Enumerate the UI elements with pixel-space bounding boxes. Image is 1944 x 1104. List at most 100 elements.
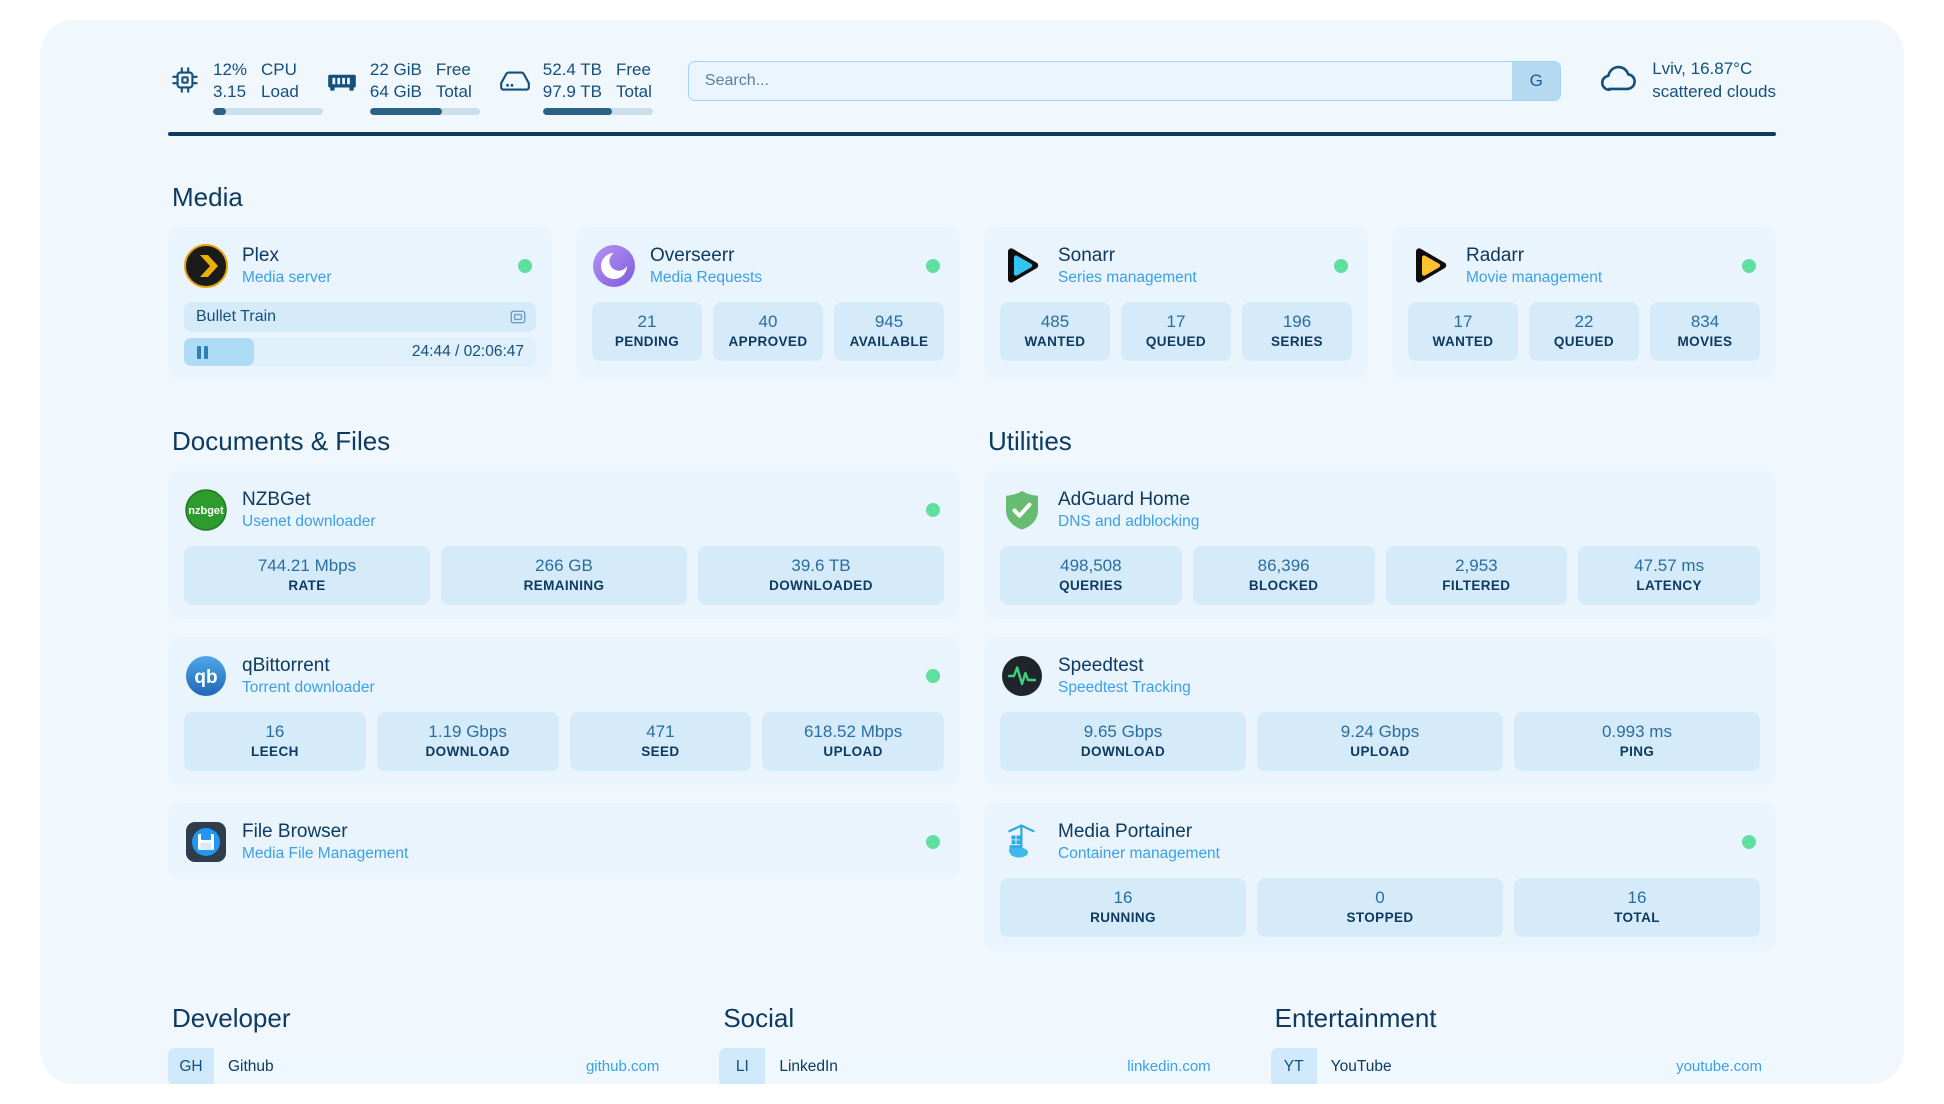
service-card-overseerr[interactable]: Overseerr Media Requests 21 PENDING 40 APPROV…	[576, 227, 960, 380]
service-name: qBittorrent	[242, 654, 330, 676]
service-card-adguard-home[interactable]: AdGuard Home DNS and adblocking 498,508 QUE…	[984, 471, 1776, 619]
stat-tile-value: 0.993 ms	[1602, 721, 1672, 741]
stat-label-bottom: Total	[616, 82, 652, 101]
stat-tile[interactable]: 9.65 Gbps DOWNLOAD	[1000, 711, 1246, 771]
service-card-file-browser[interactable]: File Browser Media File Management	[168, 802, 960, 879]
stat-tile-value: 9.24 Gbps	[1340, 721, 1420, 741]
stat-tile-label: APPROVED	[728, 334, 808, 350]
stat-widget-memory: 22 GiB 64 GiB Free Total	[325, 59, 480, 115]
service-card-media-portainer[interactable]: Media Portainer Container management 16 RUN…	[984, 802, 1776, 951]
service-description: Torrent downloader	[242, 679, 375, 697]
service-name: File Browser	[242, 820, 348, 842]
stat-value-top: 22 GiB	[369, 60, 422, 80]
card-header: AdGuard Home DNS and adblocking	[1000, 487, 1760, 533]
stat-tile-label: FILTERED	[1442, 578, 1511, 594]
stat-tile-value: 21	[637, 312, 657, 331]
stat-value-bottom: 64 GiB	[369, 82, 422, 101]
weather-widget: Lviv, 16.87°C scattered clouds	[1597, 58, 1776, 104]
stat-tile[interactable]: 17 WANTED	[1408, 302, 1518, 361]
service-description: Media server	[242, 269, 332, 287]
search-submit-button[interactable]: G	[1512, 62, 1561, 100]
bookmark-group-entertainment: EntertainmentYTYouTubeyoutube.comNFNetfl…	[1270, 1003, 1776, 1084]
stat-tile[interactable]: 86,396 BLOCKED	[1192, 546, 1375, 605]
stat-tile[interactable]: 39.6 TB DOWNLOADED	[698, 546, 944, 605]
stat-tile[interactable]: 40 APPROVED	[713, 302, 823, 361]
stat-tile[interactable]: 0.993 ms PING	[1514, 711, 1760, 771]
stat-tile-value: 86,396	[1257, 556, 1310, 575]
card-titles: Sonarr Series management	[1058, 244, 1197, 289]
card-titles: Speedtest Speedtest Tracking	[1058, 654, 1191, 699]
bookmark-item[interactable]: LI LinkedIn linkedin.com	[719, 1047, 1225, 1084]
stat-tile-value: 22	[1574, 312, 1594, 331]
stat-tile-value: 0	[1375, 887, 1385, 907]
stat-tile[interactable]: 22 QUEUED	[1529, 302, 1639, 361]
service-name: Speedtest	[1058, 654, 1144, 676]
stat-tile[interactable]: 1.19 Gbps DOWNLOAD	[376, 711, 559, 771]
stat-tile[interactable]: 266 GB REMAINING	[441, 546, 687, 605]
plex-icon	[184, 244, 228, 288]
utilities-column: Utilities AdGuard Home DNS and adblocking…	[984, 380, 1776, 951]
card-header: Plex Media server	[184, 243, 536, 289]
stat-tile[interactable]: 2,953 FILTERED	[1385, 546, 1568, 605]
now-playing-title: Bullet Train	[196, 308, 277, 325]
stat-tile[interactable]: 945 AVAILABLE	[834, 302, 944, 361]
stat-tile[interactable]: 0 STOPPED	[1257, 877, 1503, 937]
service-card-qbittorrent[interactable]: qb qBittorrent Torrent downloader 16 LEECH 1.…	[168, 636, 960, 785]
service-card-radarr[interactable]: Radarr Movie management 17 WANTED 22 QUEUED 83…	[1392, 227, 1776, 380]
service-description: Movie management	[1466, 269, 1603, 287]
stat-tile[interactable]: 471 SEED	[569, 711, 752, 771]
service-card-sonarr[interactable]: Sonarr Series management 485 WANTED 17 QUEUED…	[984, 227, 1368, 380]
stat-tile-value: 196	[1282, 312, 1312, 331]
stat-progress-bar	[542, 107, 653, 115]
stat-tile-value: 1.19 Gbps	[428, 721, 507, 741]
stat-tile-label: SERIES	[1271, 334, 1323, 350]
stat-label-top: CPU	[261, 60, 297, 80]
bookmark-list: LILinkedInlinkedin.comTWTwittertwitter.c…	[719, 1047, 1225, 1084]
stat-tile[interactable]: 485 WANTED	[1000, 302, 1110, 361]
stat-tile[interactable]: 196 SERIES	[1242, 302, 1352, 361]
section-title-utilities: Utilities	[988, 426, 1072, 456]
stat-tile-value: 471	[646, 721, 675, 741]
stat-tile-label: RUNNING	[1090, 910, 1156, 926]
service-card-nzbget[interactable]: nzbget NZBGet Usenet downloader 744.21 Mbps…	[168, 471, 960, 619]
cast-icon[interactable]	[510, 309, 526, 325]
stat-tile-label: AVAILABLE	[849, 334, 929, 350]
status-indicator-online	[926, 668, 940, 683]
stat-tile-label: STOPPED	[1346, 910, 1414, 926]
playback-separator: /	[455, 343, 460, 360]
card-titles: NZBGet Usenet downloader	[242, 488, 376, 533]
stat-text: 52.4 TB 97.9 TB Free Total	[543, 59, 652, 103]
stat-tile[interactable]: 834 MOVIES	[1650, 302, 1760, 361]
stat-widget-disk: 52.4 TB 97.9 TB Free Total	[498, 59, 653, 115]
search-input[interactable]	[688, 62, 1513, 100]
bookmark-item[interactable]: GH Github github.com	[168, 1047, 674, 1084]
stat-tile[interactable]: 47.57 ms LATENCY	[1578, 546, 1760, 605]
stat-tile-label: DOWNLOAD	[1080, 744, 1166, 760]
stat-tile[interactable]: 618.52 Mbps UPLOAD	[762, 711, 944, 771]
stat-tile[interactable]: 16 TOTAL	[1514, 877, 1760, 937]
service-card-speedtest[interactable]: Speedtest Speedtest Tracking 9.65 Gbps DOWN…	[984, 636, 1776, 785]
bookmark-item[interactable]: YT YouTube youtube.com	[1270, 1047, 1776, 1084]
stat-tile[interactable]: 744.21 Mbps RATE	[184, 546, 430, 605]
status-indicator-online	[926, 503, 940, 517]
stat-tile-value: 744.21 Mbps	[257, 556, 357, 575]
now-playing-title-bar[interactable]: Bullet Train	[184, 302, 536, 332]
card-titles: qBittorrent Torrent downloader	[242, 654, 375, 699]
bookmark-group-social: SocialLILinkedInlinkedin.comTWTwittertwi…	[719, 1003, 1225, 1084]
bookmark-abbreviation: GH	[168, 1047, 214, 1084]
service-name: Overseerr	[650, 244, 735, 266]
stat-tile[interactable]: 16 LEECH	[184, 711, 366, 771]
playback-progress-bar[interactable]: 24:44 / 02:06:47	[184, 338, 536, 366]
cpu-icon	[168, 63, 202, 97]
search-box[interactable]: G	[687, 61, 1562, 101]
stat-tile-label: DOWNLOADED	[769, 578, 873, 594]
service-description: Series management	[1058, 269, 1197, 287]
stat-tile[interactable]: 9.24 Gbps UPLOAD	[1257, 711, 1503, 771]
pause-icon[interactable]	[197, 345, 208, 359]
stat-tile[interactable]: 21 PENDING	[592, 302, 702, 361]
stat-tile[interactable]: 16 RUNNING	[1000, 877, 1246, 937]
stat-tiles: 498,508 QUERIES 86,396 BLOCKED 2,953 FILTERED…	[1000, 546, 1760, 605]
stat-tile[interactable]: 498,508 QUERIES	[1000, 546, 1182, 605]
stat-tile[interactable]: 17 QUEUED	[1121, 302, 1231, 361]
service-card-plex[interactable]: Plex Media server Bullet Train 24:44 / 02:0…	[168, 227, 552, 380]
